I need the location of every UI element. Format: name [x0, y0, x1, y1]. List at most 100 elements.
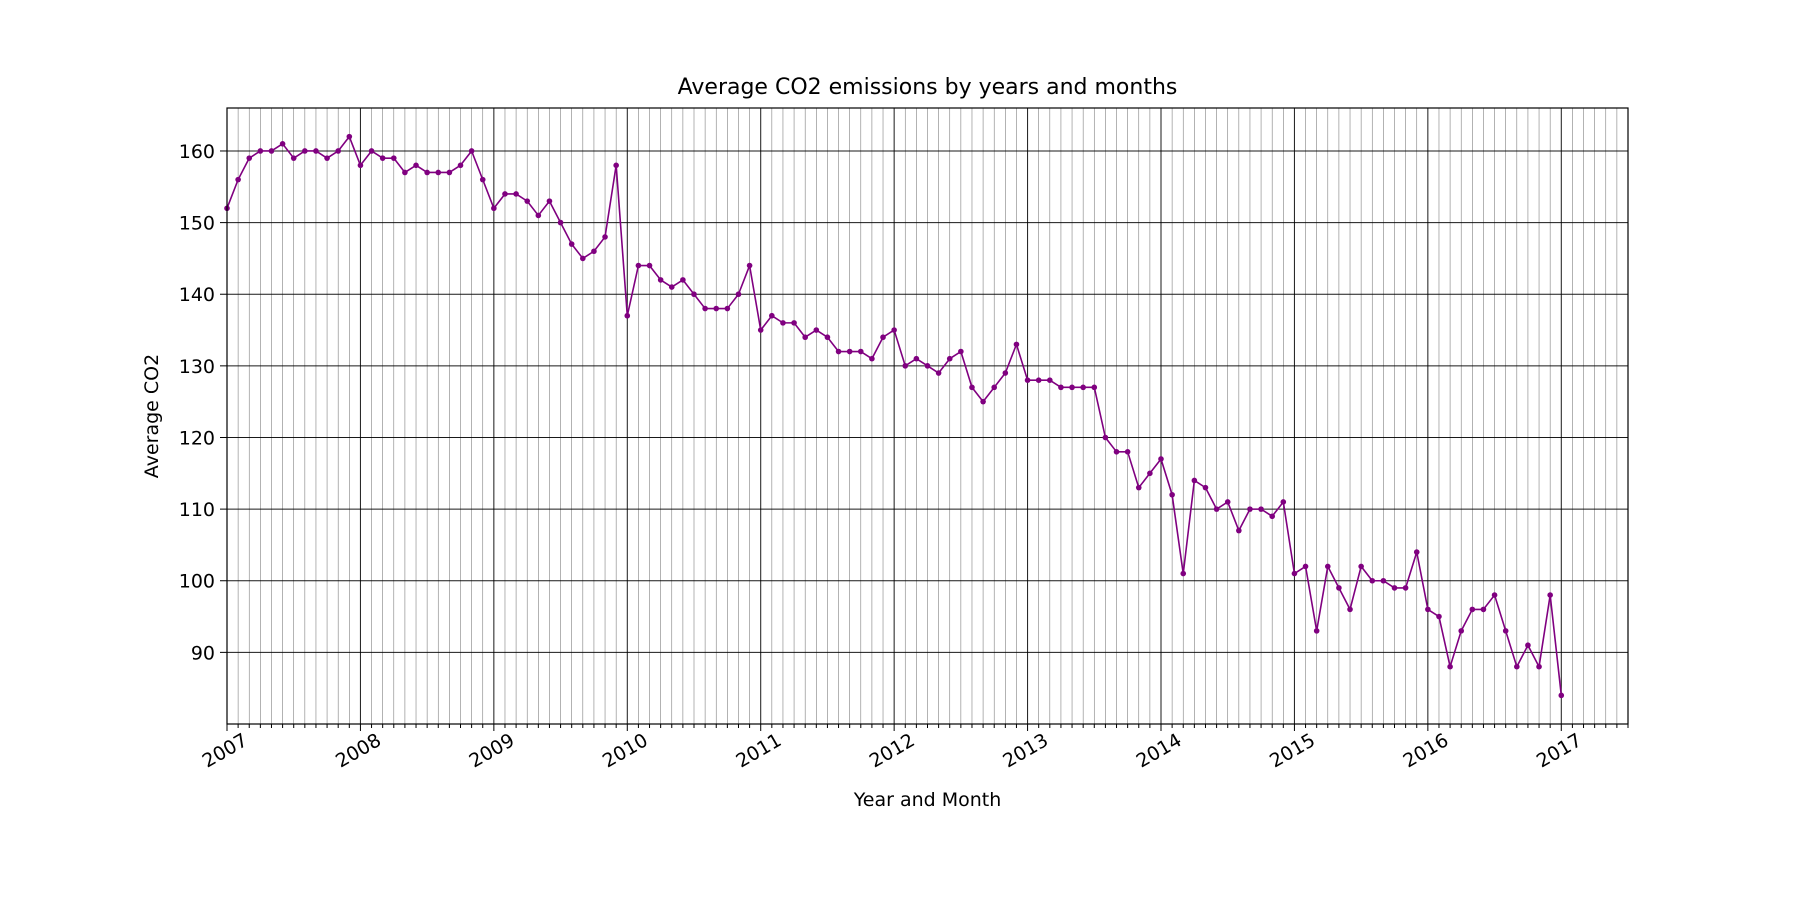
x-axis-label: Year and Month: [853, 789, 1002, 811]
data-point: [1013, 341, 1020, 348]
data-point: [424, 169, 430, 176]
data-point: [535, 212, 542, 219]
data-point: [1547, 592, 1553, 598]
data-point: [1236, 527, 1242, 534]
data-point: [1224, 499, 1231, 505]
data-point: [1080, 384, 1086, 391]
data-point: [891, 327, 897, 333]
data-point: [935, 370, 942, 376]
data-point: [1180, 570, 1187, 577]
data-point: [357, 162, 364, 169]
data-point: [635, 262, 642, 269]
data-point: [746, 262, 753, 269]
data-point: [835, 348, 842, 355]
data-point: [435, 169, 442, 176]
data-point: [1135, 484, 1142, 491]
y-tick-label: 150: [179, 213, 215, 235]
data-point: [513, 191, 519, 197]
data-point: [1269, 513, 1275, 520]
data-point: [980, 398, 986, 405]
data-point: [802, 334, 808, 341]
data-point: [1380, 577, 1387, 584]
data-point: [913, 355, 920, 362]
x-tick-label: 2012: [866, 729, 919, 772]
y-tick-label: 110: [179, 499, 215, 521]
data-point: [1202, 484, 1209, 491]
data-point: [1058, 384, 1064, 391]
data-point: [1491, 592, 1498, 598]
data-point: [1291, 570, 1298, 577]
data-point: [824, 334, 831, 341]
data-point: [1258, 506, 1264, 512]
data-point: [1469, 606, 1476, 613]
data-point: [902, 363, 909, 369]
data-point: [268, 148, 275, 154]
data-point: [1169, 491, 1175, 498]
data-point: [780, 320, 786, 326]
data-point: [1035, 377, 1042, 383]
data-point: [880, 334, 886, 341]
data-point: [846, 348, 853, 355]
data-point: [246, 155, 253, 161]
x-tick-label: 2008: [332, 729, 385, 772]
data-point: [624, 312, 631, 319]
data-point: [735, 291, 742, 298]
y-tick-label: 160: [179, 141, 215, 163]
data-point: [446, 169, 453, 176]
x-tick-label: 2007: [199, 729, 252, 772]
data-point: [1336, 585, 1342, 591]
x-tick-label: 2009: [465, 729, 518, 772]
x-tick-label: 2010: [599, 729, 652, 772]
data-point: [1024, 377, 1031, 383]
data-point: [1402, 585, 1409, 591]
data-point: [1447, 663, 1453, 670]
data-point: [946, 355, 953, 362]
chart-title: Average CO2 emissions by years and month…: [678, 75, 1178, 100]
data-point: [869, 355, 875, 362]
data-point: [791, 320, 797, 326]
data-point: [1069, 384, 1075, 391]
data-point: [969, 384, 975, 391]
data-point: [1502, 628, 1509, 634]
data-point: [1347, 606, 1353, 613]
plot-frame: [226, 107, 1629, 725]
data-point: [1047, 377, 1053, 383]
data-point: [1158, 456, 1164, 462]
data-point: [402, 169, 408, 176]
data-series: [224, 133, 1565, 699]
axis-ticks: 90 100 110 120 130 140 150 160 2007 2008 2009 2010 2…: [179, 141, 1629, 773]
data-point: [1558, 692, 1565, 699]
y-tick-label: 90: [191, 642, 215, 664]
data-point: [1324, 563, 1331, 570]
data-point: [257, 148, 264, 154]
data-point: [713, 305, 720, 312]
data-point: [813, 327, 820, 333]
data-point: [524, 198, 531, 204]
data-point: [1525, 642, 1531, 649]
data-point: [1191, 477, 1198, 484]
data-point: [1124, 449, 1131, 455]
data-point: [413, 162, 419, 169]
data-point: [302, 148, 308, 154]
data-point: [613, 162, 619, 169]
data-point: [491, 205, 497, 212]
data-point: [235, 176, 241, 183]
data-point: [557, 219, 564, 226]
data-point: [468, 148, 475, 154]
data-point: [857, 348, 864, 355]
data-point: [1514, 663, 1520, 670]
data-point: [1413, 549, 1420, 555]
data-point: [657, 277, 664, 283]
data-point: [1536, 663, 1542, 670]
data-point: [546, 198, 553, 204]
data-point: [958, 348, 964, 355]
data-point: [1102, 434, 1109, 441]
data-point: [1280, 499, 1287, 505]
data-point: [668, 284, 675, 290]
data-point: [1458, 628, 1465, 634]
data-point: [1091, 384, 1098, 391]
y-axis-label: Average CO2: [141, 354, 163, 478]
x-tick-label: 2016: [1399, 729, 1452, 772]
data-point: [1147, 470, 1153, 477]
